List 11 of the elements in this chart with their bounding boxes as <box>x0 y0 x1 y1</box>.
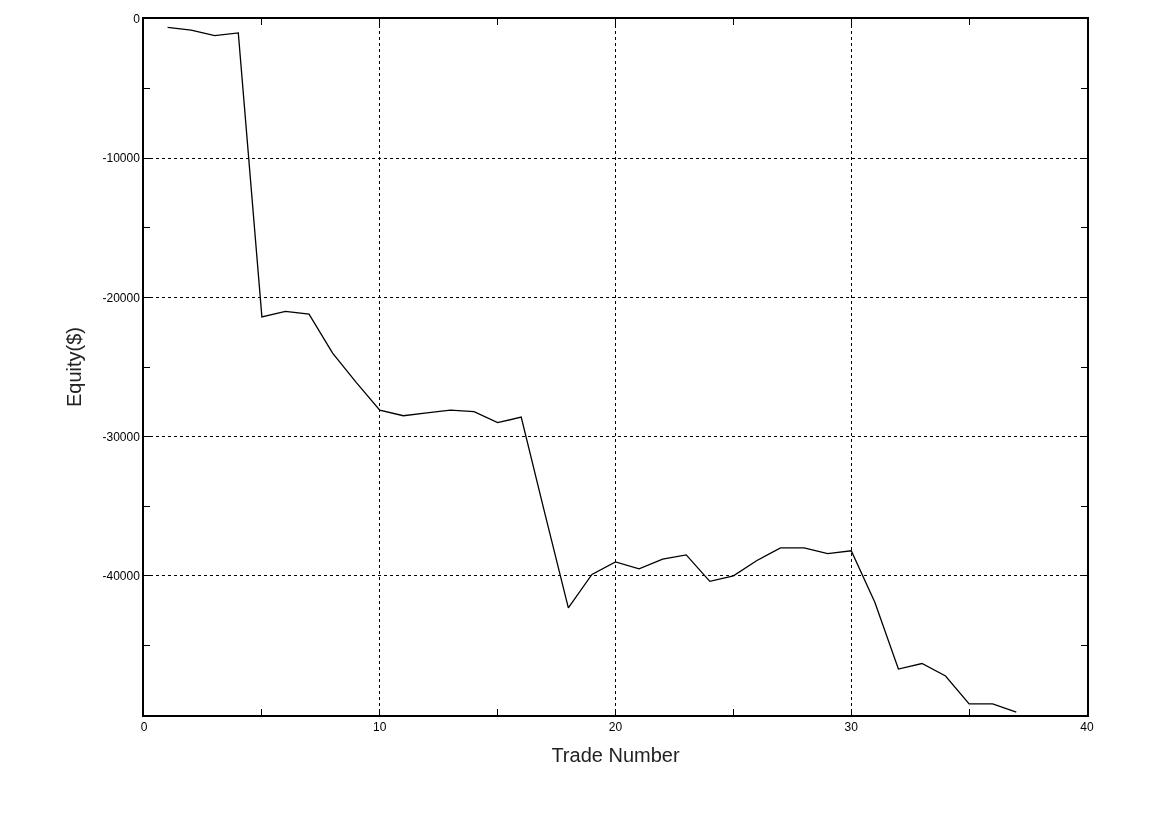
y-tick-label: -10000 <box>102 151 141 166</box>
x-tick-label: 10 <box>373 720 387 735</box>
x-tick-label: 30 <box>844 720 859 735</box>
x-tick-label: 20 <box>608 720 623 735</box>
y-axis-title: Equity($) <box>63 326 86 408</box>
y-tick-label: -40000 <box>102 569 141 583</box>
y-tick-label: -30000 <box>102 429 141 444</box>
y-tick-label: 0 <box>133 12 141 27</box>
y-tick-label: -20000 <box>102 290 141 305</box>
x-axis-title: Trade Number <box>551 744 680 767</box>
x-tick-label: 40 <box>1080 720 1094 735</box>
